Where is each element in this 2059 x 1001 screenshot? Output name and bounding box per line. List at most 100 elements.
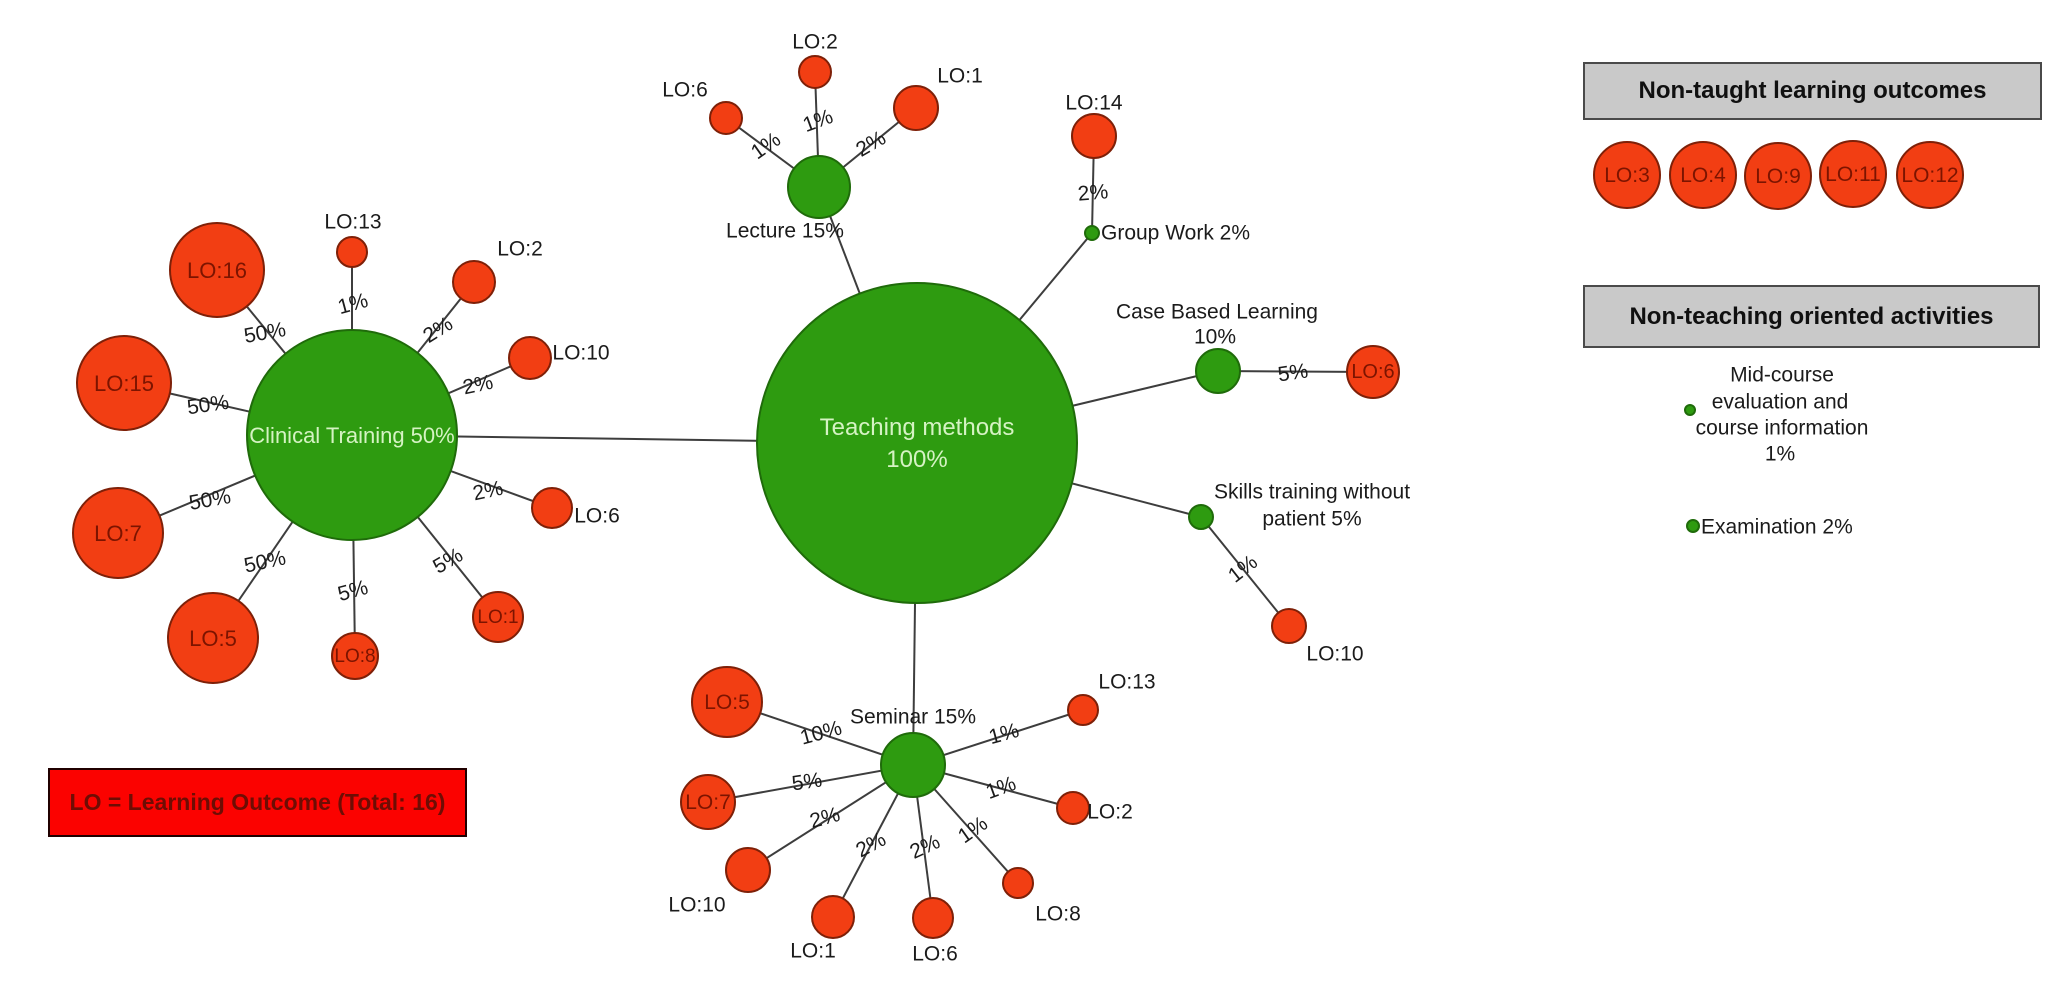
text-label: 1%: [983, 772, 1019, 804]
node-sem_lo8: [1002, 867, 1034, 899]
node-nt_lo12: [1896, 141, 1964, 209]
text-label: 1%: [800, 105, 836, 137]
node-sem_lo2: [1056, 791, 1090, 825]
legend-box: LO = Learning Outcome (Total: 16): [48, 768, 467, 837]
node-teaching: [756, 282, 1078, 604]
text-label: 2%: [852, 828, 890, 863]
text-label: evaluation and: [1712, 391, 1849, 414]
text-label: Skills training without: [1214, 481, 1410, 504]
text-label: 1%: [986, 719, 1021, 749]
node-sem_lo7: [680, 774, 736, 830]
node-label-teaching: Teaching methods 100%: [820, 413, 1015, 472]
node-label-c_lo7: LO:7: [94, 521, 142, 546]
node-nt_lo3: [1593, 141, 1661, 209]
node-c_lo6: [531, 487, 573, 529]
node-l_lo6: [709, 101, 743, 135]
text-label: LO:2: [792, 31, 838, 54]
node-l_lo14: [1071, 113, 1117, 159]
node-l_lo2: [798, 55, 832, 89]
text-label: Mid-course: [1730, 364, 1834, 387]
node-cbl_lo6: [1346, 345, 1400, 399]
node-sem_lo10: [725, 847, 771, 893]
node-label-nt_lo12: LO:12: [1901, 164, 1958, 187]
node-c_lo2: [452, 260, 496, 304]
node-label-nt_lo11: LO:11: [1825, 163, 1881, 186]
node-c_lo15: [76, 335, 172, 431]
text-label: 50%: [186, 391, 231, 420]
node-nt_lo9: [1744, 142, 1812, 210]
node-c_lo13: [336, 236, 368, 268]
text-label: Examination 2%: [1701, 516, 1853, 539]
node-label-nt_lo4: LO:4: [1680, 164, 1726, 187]
node-label-nt_lo3: LO:3: [1604, 164, 1650, 187]
text-label: 10%: [1194, 326, 1236, 349]
text-label: LO:10: [668, 894, 725, 917]
node-label-clinical: Clinical Training 50%: [249, 423, 454, 448]
text-label: 2%: [471, 477, 505, 506]
node-c_lo8: [331, 632, 379, 680]
non-taught-outcomes-header: Non-taught learning outcomes: [1583, 62, 2042, 120]
node-label-sem_lo5: LO:5: [704, 691, 750, 714]
text-label: 10%: [798, 716, 845, 749]
text-label: LO:6: [912, 943, 958, 966]
text-label: LO:13: [324, 211, 381, 234]
node-l_lo1: [893, 85, 939, 131]
node-c_lo5: [167, 592, 259, 684]
node-seminar: [880, 732, 946, 798]
node-cbl: [1195, 348, 1241, 394]
node-nt_lo4: [1669, 141, 1737, 209]
text-label: LO:2: [497, 238, 543, 261]
node-exam_dot: [1686, 519, 1700, 533]
text-label: Case Based Learning: [1116, 301, 1318, 324]
node-skills: [1188, 504, 1214, 530]
text-label: 5%: [429, 543, 467, 578]
text-label: course information: [1696, 417, 1869, 440]
text-label: patient 5%: [1262, 508, 1361, 531]
text-label: 1%: [335, 289, 370, 319]
text-label: 50%: [242, 318, 287, 348]
text-label: Lecture 15%: [726, 220, 844, 243]
non-teaching-activities-header: Non-teaching oriented activities: [1583, 285, 2040, 348]
node-midcourse_dot: [1684, 404, 1696, 416]
node-label-c_lo5: LO:5: [189, 626, 237, 651]
text-label: LO:10: [1306, 643, 1363, 666]
text-label: LO:2: [1087, 801, 1133, 824]
node-nt_lo11: [1819, 140, 1887, 208]
node-c_lo16: [169, 222, 265, 318]
node-label-c_lo16: LO:16: [187, 258, 247, 283]
node-sem_lo5: [691, 666, 763, 738]
text-label: 50%: [187, 485, 232, 515]
text-label: 5%: [1276, 359, 1309, 386]
node-label-cbl_lo6: LO:6: [1351, 361, 1394, 383]
text-label: 1%: [1224, 551, 1262, 588]
text-label: LO:14: [1065, 92, 1123, 115]
text-label: Seminar 15%: [850, 706, 976, 729]
text-label: 1%: [1765, 443, 1795, 466]
text-label: 5%: [335, 576, 370, 606]
text-label: LO:6: [662, 79, 708, 102]
node-clinical: [246, 329, 458, 541]
node-c_lo1: [472, 591, 524, 643]
node-sem_lo1: [811, 895, 855, 939]
text-label: LO:8: [1035, 903, 1081, 926]
text-label: 2%: [906, 830, 943, 864]
text-label: LO:13: [1098, 671, 1155, 694]
text-label: 2%: [807, 803, 842, 833]
node-groupwork: [1084, 225, 1100, 241]
text-label: 50%: [242, 546, 288, 577]
text-label: Group Work 2%: [1101, 222, 1250, 245]
text-label: LO:10: [552, 342, 609, 365]
node-label-c_lo1: LO:1: [477, 607, 518, 628]
text-label: 2%: [1077, 180, 1109, 206]
edge-seminar-sem_lo7: [707, 764, 914, 803]
node-c_lo10: [508, 336, 552, 380]
node-label-nt_lo9: LO:9: [1755, 165, 1801, 188]
node-label-c_lo15: LO:15: [94, 371, 154, 396]
node-label-sem_lo7: LO:7: [685, 791, 731, 814]
edge-skills-s_lo10: [1200, 516, 1290, 627]
text-label: LO:1: [937, 65, 983, 88]
node-sem_lo6: [912, 897, 954, 939]
text-label: 2%: [461, 371, 495, 400]
